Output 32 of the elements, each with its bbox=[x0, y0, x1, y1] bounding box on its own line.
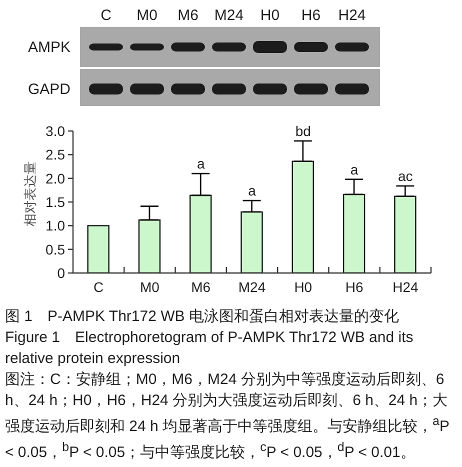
y-tick-label: 1.0 bbox=[46, 218, 66, 234]
x-tick-label: H0 bbox=[294, 279, 312, 295]
text: GAPD bbox=[28, 81, 71, 98]
text: AMPK bbox=[28, 39, 71, 56]
text: 图 1 P-AMPK Thr172 WB 电泳图和蛋白相对表达量的变化 bbox=[5, 307, 400, 327]
category-label: H0 bbox=[260, 7, 280, 24]
x-tick-label: C bbox=[94, 279, 104, 295]
y-tick-label: 0.5 bbox=[46, 241, 66, 258]
category-label: C bbox=[100, 7, 112, 24]
text: Figure 1 Electrophoretogram of P-AMPK Thr172 WB and its relative protein expression bbox=[5, 328, 414, 369]
y-tick-label: 3.0 bbox=[46, 122, 66, 139]
annotation: a bbox=[248, 182, 256, 199]
category-label: M6 bbox=[178, 7, 198, 24]
x-tick-label: M24 bbox=[238, 279, 266, 295]
y-axis-title: 相对表达量 bbox=[22, 162, 38, 226]
category-label: H6 bbox=[301, 7, 321, 24]
y-tick-label: 0 bbox=[57, 264, 66, 281]
y-tick-label: 2.0 bbox=[46, 170, 66, 186]
category-label: H24 bbox=[338, 7, 366, 24]
annotation: bd bbox=[295, 122, 311, 139]
annotation: a bbox=[350, 161, 358, 178]
annotation: a bbox=[196, 156, 205, 172]
y-tick-label: 1.5 bbox=[46, 194, 66, 210]
y-tick-label: 2.5 bbox=[46, 146, 66, 163]
x-tick-label: M0 bbox=[140, 279, 160, 295]
x-tick-label: H24 bbox=[392, 279, 418, 295]
category-label: M0 bbox=[136, 7, 158, 24]
x-tick-label: H6 bbox=[345, 279, 364, 295]
category-label: M24 bbox=[214, 7, 244, 24]
text: 图注：C：安静组；M0，M6，M24 分别为中等强度运动后即刻、6 h、24 h；H0，H6，H24 分别为大强度运动后即刻、6 h、24 h；大强度运动后即刻和 24 h 均显著高于中等强度组。与安静组比较，$^{a}$P < 0.05，$^{b}$P < 0.05；与中等强度比较，$^{c}$P < 0.05，$^{d}$P < 0.01。 bbox=[5, 371, 450, 461]
annotation: ac bbox=[398, 168, 413, 184]
x-tick-label: M6 bbox=[191, 279, 211, 295]
